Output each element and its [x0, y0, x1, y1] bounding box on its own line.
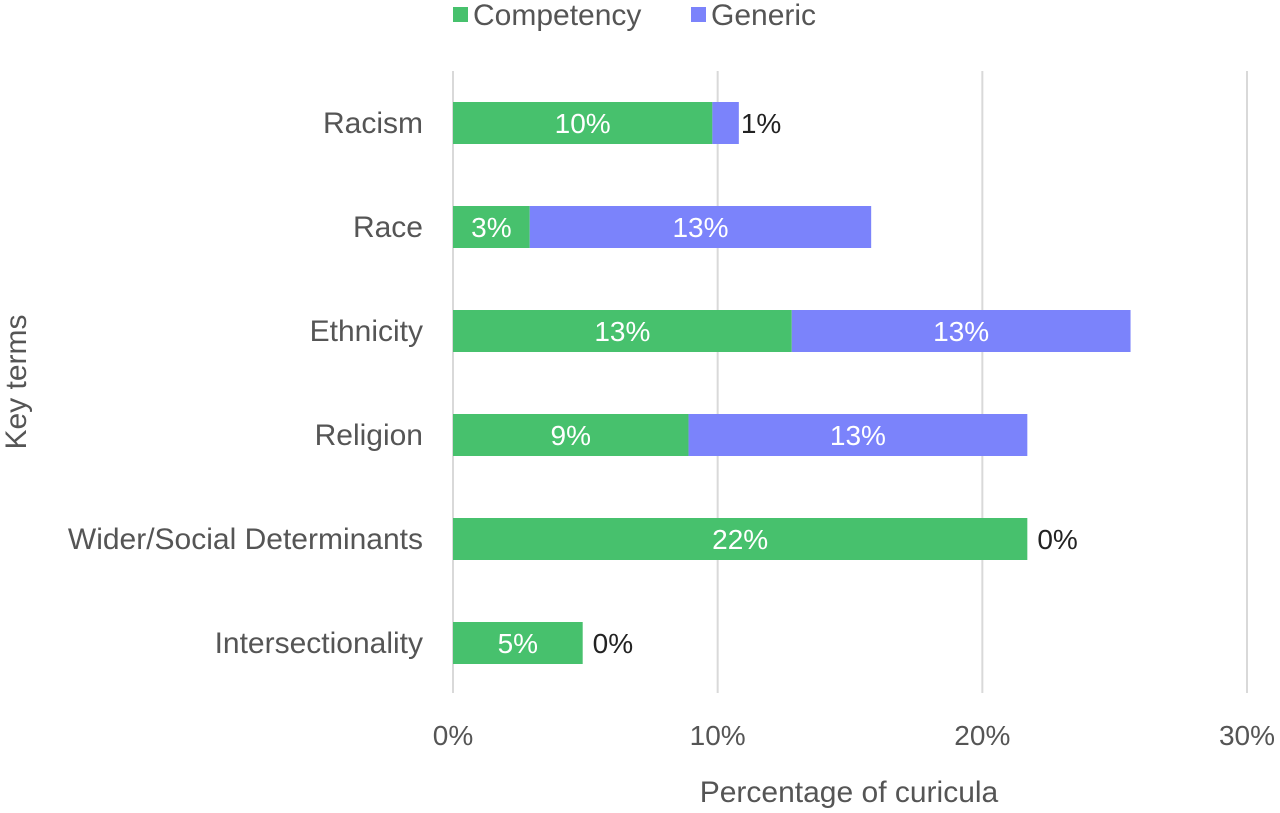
data-label-generic: 1%	[741, 108, 781, 139]
legend: Competency Generic	[453, 0, 816, 32]
x-tick-label: 0%	[433, 720, 473, 751]
bar-competency	[453, 622, 583, 664]
bar-generic	[712, 102, 739, 144]
legend-label-generic: Generic	[711, 0, 816, 32]
x-axis-title: Percentage of curicula	[700, 776, 999, 809]
x-tick-label: 30%	[1219, 720, 1275, 751]
bar-competency	[453, 102, 713, 144]
data-label-generic: 0%	[1037, 524, 1077, 555]
data-label-competency: 3%	[471, 212, 511, 243]
legend-label-competency: Competency	[473, 0, 641, 32]
bar-competency	[453, 310, 792, 352]
data-label-competency: 22%	[712, 524, 768, 555]
bar-competency	[453, 414, 689, 456]
legend-swatch-competency	[453, 7, 468, 22]
bar-competency	[453, 518, 1028, 560]
category-label: Race	[353, 211, 423, 244]
data-label-generic: 13%	[830, 420, 886, 451]
category-label: Wider/Social Determinants	[68, 523, 423, 556]
data-label-generic: 13%	[933, 316, 989, 347]
bars: 10% 1% 3% 13% 13% 13% 9% 13% 22% 0% 5% 0%	[453, 102, 1131, 664]
category-labels: Racism Race Ethnicity Religion Wider/Social …	[68, 107, 423, 660]
data-label-generic: 13%	[672, 212, 728, 243]
legend-swatch-generic	[691, 7, 706, 22]
bar-generic	[688, 414, 1028, 456]
x-tick-labels: 0% 10% 20% 30%	[433, 720, 1275, 751]
data-label-generic: 0%	[593, 628, 633, 659]
y-axis-title: Key terms	[0, 314, 33, 449]
gridlines	[452, 71, 1248, 693]
category-label: Racism	[323, 107, 423, 140]
data-label-competency: 9%	[551, 420, 591, 451]
category-label: Intersectionality	[215, 627, 423, 660]
bar-generic	[791, 310, 1131, 352]
category-label: Religion	[315, 419, 423, 452]
data-label-competency: 5%	[498, 628, 538, 659]
bar-competency	[453, 206, 530, 248]
category-label: Ethnicity	[310, 315, 423, 348]
data-label-competency: 13%	[594, 316, 650, 347]
x-tick-label: 20%	[954, 720, 1010, 751]
data-label-competency: 10%	[555, 108, 611, 139]
x-tick-label: 10%	[690, 720, 746, 751]
bar-generic	[529, 206, 872, 248]
